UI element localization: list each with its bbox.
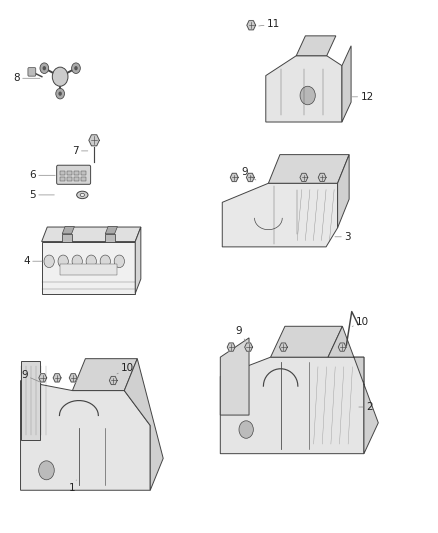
Text: 6: 6 [29,171,55,180]
Polygon shape [222,183,338,247]
Text: 1: 1 [69,480,76,493]
Circle shape [239,421,253,438]
Polygon shape [318,173,326,182]
Polygon shape [124,359,163,490]
Polygon shape [247,21,255,30]
Polygon shape [220,338,249,415]
Polygon shape [42,227,141,241]
Polygon shape [296,36,336,56]
Circle shape [74,66,78,70]
Polygon shape [245,343,253,351]
Polygon shape [266,56,342,122]
Text: 10: 10 [352,317,369,327]
Polygon shape [220,357,364,454]
Polygon shape [69,374,77,382]
Circle shape [58,255,68,268]
Bar [67,171,72,175]
Text: 2: 2 [359,402,372,412]
Polygon shape [21,361,40,440]
Bar [67,177,72,181]
Polygon shape [135,227,141,294]
Bar [81,177,86,181]
Text: 3: 3 [335,232,351,242]
Circle shape [56,88,64,99]
Ellipse shape [77,191,88,199]
Polygon shape [72,359,137,391]
Polygon shape [338,155,349,228]
Circle shape [300,86,315,105]
Polygon shape [271,326,343,357]
Polygon shape [89,135,99,146]
Bar [60,171,65,175]
Circle shape [72,63,80,74]
Circle shape [39,461,54,480]
FancyBboxPatch shape [28,68,36,76]
Polygon shape [328,326,378,454]
Text: 4: 4 [23,256,42,266]
Polygon shape [53,374,61,382]
Text: 5: 5 [29,190,54,200]
Polygon shape [21,381,150,490]
Circle shape [42,66,46,70]
Text: 11: 11 [259,19,280,29]
Circle shape [58,92,62,96]
Bar [62,234,71,241]
Text: 9: 9 [235,326,246,341]
Bar [74,171,79,175]
Text: 12: 12 [352,92,374,102]
Text: 8: 8 [13,73,40,83]
FancyBboxPatch shape [57,165,91,184]
Polygon shape [39,374,47,382]
Circle shape [114,255,124,268]
Circle shape [52,67,68,86]
Polygon shape [247,173,254,182]
Bar [60,177,65,181]
Bar [60,264,117,276]
Bar [105,234,115,241]
Polygon shape [105,227,117,234]
Polygon shape [300,173,308,182]
Circle shape [44,255,54,268]
Text: 10: 10 [117,364,134,374]
Polygon shape [62,227,74,234]
Polygon shape [230,173,238,182]
Bar [42,241,135,294]
Polygon shape [227,343,235,351]
Polygon shape [110,376,117,385]
Circle shape [72,255,82,268]
Ellipse shape [80,193,85,197]
Bar [81,171,86,175]
Text: 7: 7 [72,146,88,156]
Circle shape [100,255,110,268]
Circle shape [86,255,96,268]
Bar [74,177,79,181]
Polygon shape [338,343,346,351]
Polygon shape [268,155,349,183]
Polygon shape [279,343,287,351]
Text: 9: 9 [242,167,256,180]
Circle shape [40,63,49,74]
Text: 9: 9 [21,370,40,382]
Polygon shape [342,46,351,122]
